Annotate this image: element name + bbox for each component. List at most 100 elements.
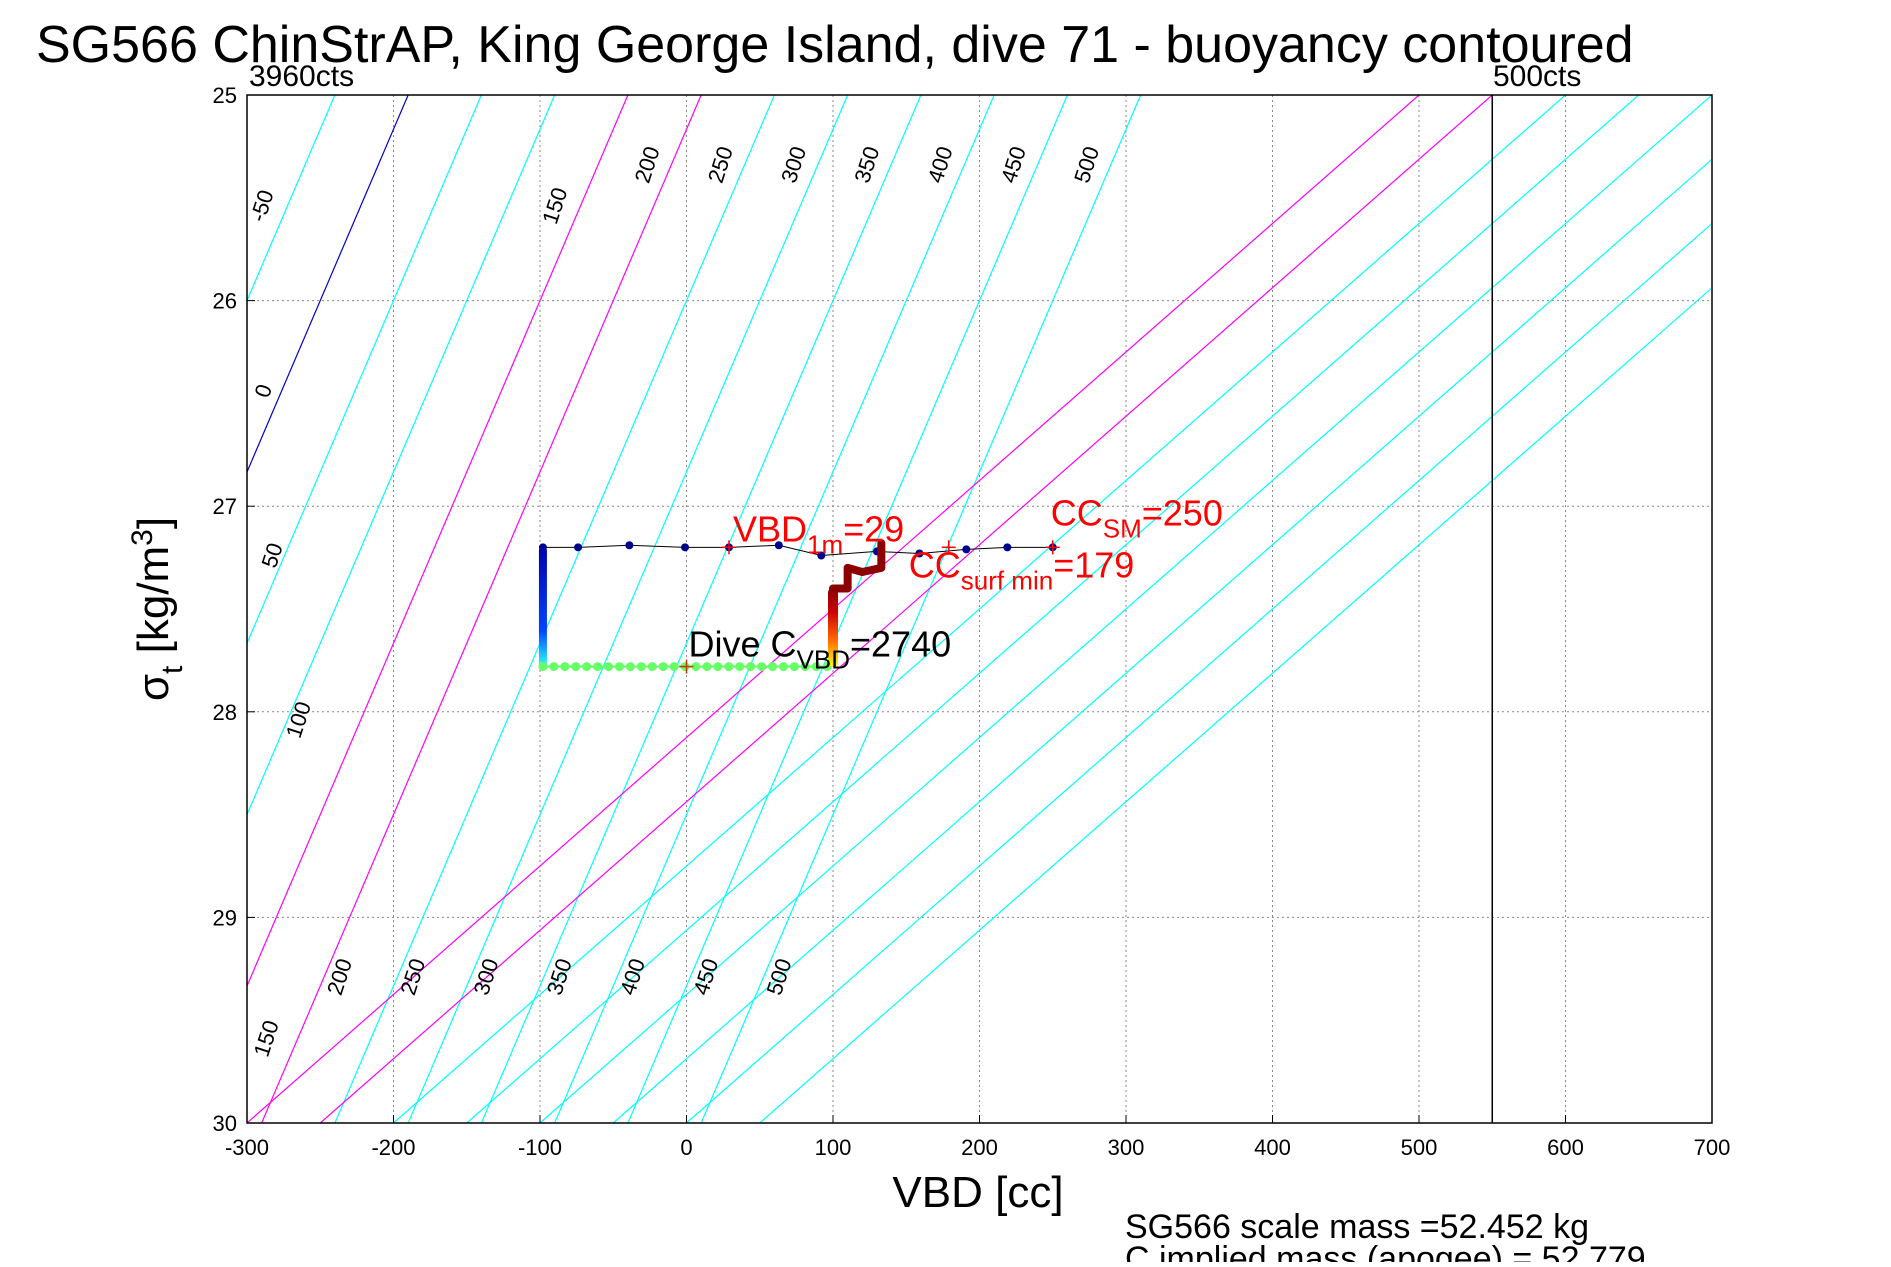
annotation-label: Dive CVBD=2740 [689,624,952,675]
annotation-value: =29 [843,508,904,549]
x-tick-label: 100 [815,1135,852,1160]
bottom-point [691,662,701,672]
x-tick-label: 700 [1694,1135,1731,1160]
contour-label: 150 [249,1017,284,1060]
y-axis-title-unit: [kg/m [129,546,178,666]
contour-line [466,95,1640,1123]
y-tick-label: 26 [213,289,237,314]
contour-label: 300 [776,143,811,186]
footer-implied-mass-line: C implied mass (apogee) = 52.779 [1125,1240,1646,1262]
annotation-sub: SM [1103,513,1142,543]
contour-label: 400 [923,143,958,186]
contour-line [480,95,922,1123]
annotation-vbd1m: VBD1m=29 [721,508,904,559]
bottom-point [669,662,679,672]
contour-label: 100 [281,698,316,741]
annotation-label: CCsurf min=179 [909,544,1135,595]
bottom-point [636,662,646,672]
y-axis-title-main: σ [129,674,178,701]
contour-line [247,95,336,303]
contour-label: 500 [1069,143,1104,186]
contour-label: 50 [256,540,287,571]
svg-text:σt [kg/m3]: σt [kg/m3] [126,517,189,701]
profile-point [1003,543,1012,552]
profile-point [915,549,924,558]
bottom-point [614,662,624,672]
contour-label: 150 [537,184,572,227]
annotation-value: =250 [1142,492,1223,533]
profile-point [962,545,971,554]
contour-line [759,286,1712,1123]
contour-line [407,95,849,1123]
annotation-label: VBD1m=29 [733,508,904,559]
y-tick-label: 29 [213,905,237,930]
annotation-divec: Dive CVBD=2740 [679,624,952,675]
bottom-point [735,662,745,672]
annotation-sub: surf min [961,565,1053,595]
bottom-point [604,662,614,672]
y-tick-label: 30 [213,1111,237,1136]
x-tick-label: 400 [1254,1135,1291,1160]
climb-trace [828,588,838,667]
bottom-point [789,662,799,672]
contour-line [319,95,1493,1123]
bottom-point [571,662,581,672]
chart-title: SG566 ChinStrAP, King George Island, div… [36,16,1634,74]
contour-label: 500 [761,955,796,998]
climb-segments [829,539,886,593]
contour-label: 450 [996,143,1031,186]
contour-line [261,95,702,1123]
x-tick-label: 600 [1547,1135,1584,1160]
contour-line [700,95,1142,1123]
contour-label: 450 [688,955,723,998]
bottom-point [702,662,712,672]
bottom-point [549,662,559,672]
contour-label: 350 [542,955,577,998]
data-series [538,95,1493,1123]
bottom-point [724,662,734,672]
bottom-point [538,662,548,672]
contour-label: 300 [468,955,503,998]
bottom-point [593,662,603,672]
contour-line [334,95,775,1123]
y-axis-title-close: ] [129,517,178,529]
x-tick-label: 0 [680,1135,692,1160]
x-axis-title: VBD [cc] [892,1168,1063,1217]
contour-label: -50 [245,187,279,225]
profile-point [574,543,583,552]
contour-label: 200 [322,955,357,998]
y-axis-title-sup: 3 [126,529,159,546]
contour-label: 350 [849,143,884,186]
contour-label: 250 [703,143,738,186]
annotations: -50 0 50 100 150 200 250 300 350 400 450 500 150 200 2… [245,143,1223,1059]
contour-label: 0 [250,381,278,400]
bottom-point [658,662,668,672]
bottom-point [767,662,777,672]
profile-point [681,543,690,552]
contour-line [627,95,1068,1123]
annotation-main: Dive C [689,624,797,665]
contour-line [247,95,629,988]
x-tick-label: -300 [225,1135,269,1160]
bottom-point [560,662,570,672]
bottom-point [757,662,767,672]
bottom-point [625,662,635,672]
profile-point [817,551,826,560]
x-tick-label: 200 [961,1135,998,1160]
buoyancy-contours [247,95,1712,1123]
y-tick-label: 28 [213,700,237,725]
annotation-main: CC [1051,492,1103,533]
contour-line [686,222,1712,1123]
bottom-point [746,662,756,672]
annotation-sub: 1m [807,529,843,559]
contour-line [247,95,409,474]
profile-point [774,541,783,550]
dive-descent-trace [538,547,547,667]
bottom-point [582,662,592,672]
contour-line [247,95,556,817]
x-tick-label: 300 [1108,1135,1145,1160]
axis-ticks: -300 -200 -100 0 100 200 300 400 500 600 700252627… [213,83,1731,1160]
annotation-sub: VBD [797,645,850,675]
